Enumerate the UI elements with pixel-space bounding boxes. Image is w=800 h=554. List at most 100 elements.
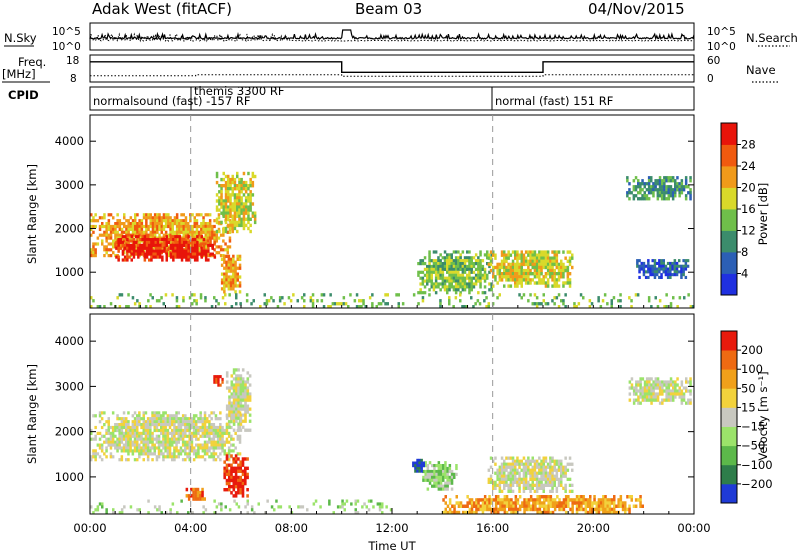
velocity-cell [160,414,163,418]
power-cell [184,224,188,229]
velocity-cell [228,463,231,467]
power-cell [549,268,552,273]
power-cell [666,261,670,265]
velocity-cell [356,499,360,503]
power-cell [533,262,537,267]
power-cell [522,259,526,263]
velocity-cell [122,425,126,430]
power-cell [233,226,237,231]
velocity-cell [562,501,566,505]
power-cell [204,258,208,262]
velocity-cell [319,505,322,509]
velocity-cell [181,414,185,418]
power-cell [503,272,506,276]
power-cell [152,255,155,259]
power-cell [211,236,214,240]
velocity-cell [208,440,211,444]
power-cell [165,252,168,256]
power-cell [678,194,681,198]
velocity-cell [650,383,653,387]
power-cell [176,255,179,259]
power-cell [126,249,129,253]
power-cell [233,217,237,221]
velocity-colorbar-band [721,464,737,485]
velocity-cell [412,464,415,468]
velocity-cell [190,423,194,427]
power-cell [206,233,210,237]
velocity-cell [221,428,224,433]
velocity-cell [175,431,178,435]
velocity-cell [542,486,545,490]
power-cell [527,299,530,303]
velocity-cell [584,504,588,508]
velocity-cell [448,466,452,471]
power-cell [518,265,521,270]
velocity-cell [674,389,677,393]
power-cell [215,199,219,203]
power-cell [234,278,237,282]
velocity-cell [680,401,684,405]
power-cell [148,252,151,256]
power-cell [423,285,427,289]
power-cell [196,252,199,256]
power-cell [126,252,129,256]
velocity-cell [192,428,196,433]
power-cell [535,305,539,309]
power-cell [542,265,545,270]
power-cell [229,220,232,225]
velocity-cell [542,465,545,469]
velocity-cell [509,468,513,472]
velocity-cell [566,468,570,472]
power-cell [137,252,140,256]
velocity-cell [522,474,526,478]
power-cell [200,252,203,256]
velocity-cell [416,466,419,470]
power-cell [489,256,493,260]
power-cell [236,211,239,215]
velocity-cell [643,386,647,390]
velocity-cell [94,455,97,459]
power-cell [217,302,220,306]
velocity-cell [208,420,211,424]
velocity-cell [424,469,427,474]
power-cell [134,245,137,249]
power-cell [428,267,431,271]
power-cell [101,224,104,229]
power-cell [533,302,537,306]
velocity-cell [173,455,176,459]
power-cell [178,240,182,245]
power-cell [511,250,515,254]
power-cell [138,224,141,229]
power-cell [118,227,122,231]
velocity-cell [602,501,605,505]
power-cell [206,222,210,226]
power-cell [229,180,232,185]
velocity-cell [578,498,581,502]
power-cell [457,282,460,286]
velocity-cell [658,401,662,405]
power-cell [213,255,217,259]
velocity-cell [527,507,531,512]
velocity-cell [192,497,195,501]
power-cell [309,296,313,300]
power-cell [222,184,225,188]
power-cell [560,265,563,270]
velocity-cell [208,431,211,435]
power-cell [452,270,456,274]
power-cell [650,176,653,180]
power-cell [483,299,486,303]
power-cell [546,302,550,306]
velocity-cell [192,449,196,453]
power-cell [92,216,95,220]
power-cell [238,187,241,191]
power-cell [443,288,447,292]
velocity-cell [533,489,537,493]
velocity-cell [448,498,452,502]
velocity-cell [455,495,458,499]
power-cell [211,252,214,256]
power-cell [486,256,489,260]
power-cell [172,235,175,239]
power-cell [546,256,550,260]
velocity-cell [525,504,528,508]
velocity-cell [442,484,445,488]
